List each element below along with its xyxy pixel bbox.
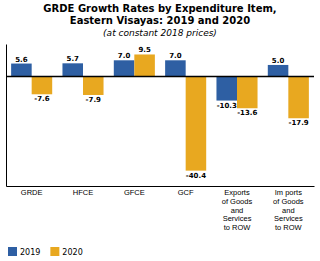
subtitle: (at constant 2018 prices) bbox=[103, 28, 217, 38]
legend-swatch bbox=[8, 247, 17, 256]
chart: GRDE Growth Rates by Expenditure Item,Ea… bbox=[0, 0, 320, 261]
x-tick: GFCE bbox=[124, 188, 145, 197]
x-tick: HFCE bbox=[73, 188, 93, 197]
x-tick-label: HFCE bbox=[73, 188, 93, 197]
x-tick: GRDE bbox=[21, 188, 43, 197]
bar bbox=[134, 54, 155, 76]
legend-swatch bbox=[50, 247, 59, 256]
legend-item: 2019 bbox=[8, 247, 40, 257]
bar bbox=[165, 60, 186, 76]
bar bbox=[11, 64, 32, 77]
data-label: -17.9 bbox=[289, 119, 309, 127]
title: GRDE Growth Rates by Expenditure Item,Ea… bbox=[43, 3, 276, 26]
legend-label: 2020 bbox=[62, 248, 82, 257]
y-axis-line bbox=[6, 45, 7, 187]
legend-item: 2020 bbox=[50, 247, 82, 257]
data-label: -13.6 bbox=[237, 109, 257, 117]
zero-line bbox=[6, 76, 314, 78]
legend-label: 2019 bbox=[20, 248, 40, 257]
x-tick-label-line: GCF bbox=[178, 188, 194, 197]
data-label: 5.6 bbox=[15, 56, 28, 64]
bar bbox=[237, 77, 258, 109]
title-line: GRDE Growth Rates by Expenditure Item, bbox=[43, 3, 276, 14]
data-label: -7.9 bbox=[86, 96, 101, 104]
bar bbox=[83, 77, 104, 95]
x-axis: GRDE HFCE GFCE GCF Exportsof GoodsandService… bbox=[7, 187, 315, 232]
x-tick-label: GRDE bbox=[21, 188, 43, 197]
x-tick-label-line: GRDE bbox=[21, 188, 43, 197]
x-tick-label: Im portsof GoodsandServicesto ROW bbox=[273, 188, 304, 232]
y-axis bbox=[6, 45, 7, 187]
bar bbox=[62, 63, 83, 76]
x-tick: Exportsof GoodsandServicesto ROW bbox=[222, 188, 253, 232]
bar bbox=[186, 77, 207, 171]
x-axis-line bbox=[7, 186, 315, 187]
x-tick-label: GCF bbox=[178, 188, 194, 197]
x-tick-label: GFCE bbox=[124, 188, 145, 197]
title-line: Eastern Visayas: 2019 and 2020 bbox=[70, 15, 250, 26]
data-label: 5.0 bbox=[272, 57, 285, 65]
bars bbox=[11, 54, 309, 170]
bar bbox=[268, 65, 289, 77]
data-label: 5.7 bbox=[67, 55, 80, 63]
x-tick-label-line: to ROW bbox=[224, 223, 252, 232]
data-label: -7.6 bbox=[34, 95, 49, 103]
x-tick: Im portsof GoodsandServicesto ROW bbox=[273, 188, 304, 232]
x-tick-label-line: to ROW bbox=[275, 223, 303, 232]
x-tick-label: Exportsof GoodsandServicesto ROW bbox=[222, 188, 253, 232]
bar-series bbox=[32, 54, 309, 170]
data-labels: 5.6 5.7 7.0 7.0 -10.3 5.0 -7.6 -7.9 9.5 -40.4 -13.… bbox=[15, 46, 309, 179]
bar bbox=[32, 77, 53, 95]
bar bbox=[216, 77, 237, 101]
data-label: 7.0 bbox=[169, 52, 182, 60]
data-label: 9.5 bbox=[138, 46, 151, 54]
x-tick-label-line: GFCE bbox=[124, 188, 145, 197]
plot: GRDE HFCE GFCE GCF Exportsof GoodsandService… bbox=[6, 45, 315, 232]
data-label: 7.0 bbox=[118, 52, 131, 60]
legend: 2019 2020 bbox=[8, 247, 83, 257]
x-tick-label-line: HFCE bbox=[73, 188, 93, 197]
data-label: -40.4 bbox=[186, 172, 206, 180]
x-tick: GCF bbox=[178, 188, 194, 197]
bar bbox=[114, 60, 135, 76]
bar bbox=[288, 77, 309, 119]
data-label: -10.3 bbox=[217, 102, 237, 110]
